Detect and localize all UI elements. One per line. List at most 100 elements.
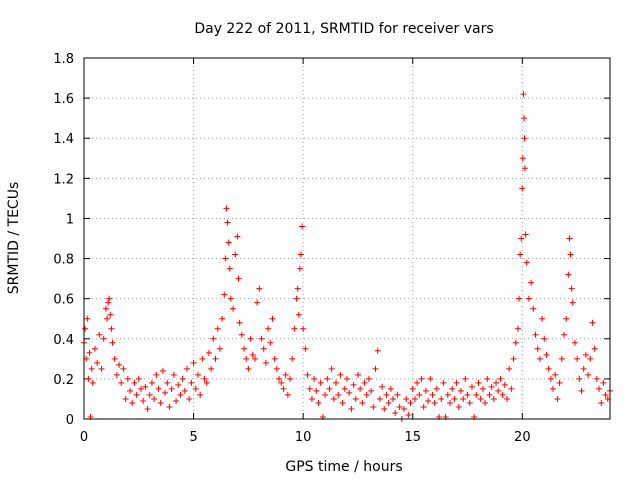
chart-title: Day 222 of 2011, SRMTID for receiver var… bbox=[194, 21, 493, 37]
data-point bbox=[120, 365, 127, 372]
data-point bbox=[400, 405, 407, 412]
data-point bbox=[107, 311, 114, 318]
data-point bbox=[348, 405, 355, 412]
data-point bbox=[341, 385, 348, 392]
data-point bbox=[457, 387, 464, 394]
data-point bbox=[251, 355, 258, 362]
data-point bbox=[133, 391, 140, 398]
data-point bbox=[129, 399, 136, 406]
data-point bbox=[453, 379, 460, 386]
data-point bbox=[510, 355, 517, 362]
data-point bbox=[376, 395, 383, 402]
data-point bbox=[547, 375, 554, 382]
data-point bbox=[212, 355, 219, 362]
data-point bbox=[602, 391, 609, 398]
x-tick-label: 15 bbox=[404, 430, 421, 445]
data-point bbox=[451, 395, 458, 402]
y-tick-label: 1.4 bbox=[53, 132, 74, 147]
data-point bbox=[385, 399, 392, 406]
data-point bbox=[219, 315, 226, 322]
data-point bbox=[131, 379, 138, 386]
y-tick-label: 1.8 bbox=[53, 52, 74, 67]
data-point bbox=[278, 379, 285, 386]
data-point bbox=[267, 339, 274, 346]
data-point bbox=[438, 395, 445, 402]
data-point bbox=[589, 319, 596, 326]
data-point bbox=[466, 399, 473, 406]
data-point bbox=[113, 371, 120, 378]
data-point bbox=[221, 291, 228, 298]
data-point bbox=[514, 325, 521, 332]
data-point bbox=[495, 387, 502, 394]
data-point bbox=[411, 395, 418, 402]
data-point bbox=[108, 325, 115, 332]
data-point bbox=[403, 395, 410, 402]
data-point bbox=[433, 385, 440, 392]
data-point bbox=[168, 385, 175, 392]
data-point bbox=[304, 371, 311, 378]
data-point bbox=[566, 235, 573, 242]
data-point bbox=[245, 365, 252, 372]
data-point bbox=[486, 391, 493, 398]
data-point bbox=[390, 395, 397, 402]
data-point bbox=[82, 325, 89, 332]
data-point bbox=[88, 365, 95, 372]
data-point bbox=[337, 371, 344, 378]
data-point bbox=[497, 375, 504, 382]
data-point bbox=[521, 115, 528, 122]
data-point bbox=[558, 355, 565, 362]
data-point bbox=[372, 365, 379, 372]
data-point bbox=[447, 399, 454, 406]
data-point bbox=[262, 359, 269, 366]
data-point bbox=[517, 251, 524, 258]
data-point bbox=[585, 371, 592, 378]
data-point bbox=[545, 365, 552, 372]
data-point bbox=[243, 355, 250, 362]
data-point bbox=[159, 367, 166, 374]
data-point bbox=[258, 335, 265, 342]
data-point bbox=[571, 339, 578, 346]
data-point bbox=[289, 355, 296, 362]
plot-frame bbox=[83, 57, 611, 420]
data-point bbox=[192, 385, 199, 392]
data-point bbox=[512, 339, 519, 346]
data-point bbox=[210, 335, 217, 342]
data-point bbox=[254, 299, 261, 306]
data-point bbox=[370, 403, 377, 410]
data-point bbox=[166, 403, 173, 410]
data-point bbox=[280, 385, 287, 392]
data-point bbox=[98, 365, 105, 372]
data-point bbox=[284, 391, 291, 398]
data-point bbox=[86, 349, 93, 356]
data-point bbox=[173, 397, 180, 404]
data-point bbox=[381, 405, 388, 412]
y-tick-label: 1.2 bbox=[53, 172, 74, 187]
data-point bbox=[493, 379, 500, 386]
data-point bbox=[235, 275, 242, 282]
data-point bbox=[455, 403, 462, 410]
data-point bbox=[104, 315, 111, 322]
data-point bbox=[587, 355, 594, 362]
data-point bbox=[427, 375, 434, 382]
data-point bbox=[208, 365, 215, 372]
data-point bbox=[563, 315, 570, 322]
data-point bbox=[374, 347, 381, 354]
data-point bbox=[326, 385, 333, 392]
data-point bbox=[223, 205, 230, 212]
data-point bbox=[600, 379, 607, 386]
data-point bbox=[148, 379, 155, 386]
data-point bbox=[170, 371, 177, 378]
data-point bbox=[116, 361, 123, 368]
data-point bbox=[525, 295, 532, 302]
data-point bbox=[315, 399, 322, 406]
data-point bbox=[518, 235, 525, 242]
data-point bbox=[256, 285, 263, 292]
data-point bbox=[596, 385, 603, 392]
data-point bbox=[444, 391, 451, 398]
axes: 0 0.2 0.4 0.6 0.8 1 1.2 1.4 1.6 1.8 0 5 10 15 20 bbox=[53, 52, 610, 445]
data-point bbox=[85, 375, 92, 382]
data-point bbox=[416, 391, 423, 398]
data-point bbox=[91, 345, 98, 352]
data-point bbox=[429, 391, 436, 398]
